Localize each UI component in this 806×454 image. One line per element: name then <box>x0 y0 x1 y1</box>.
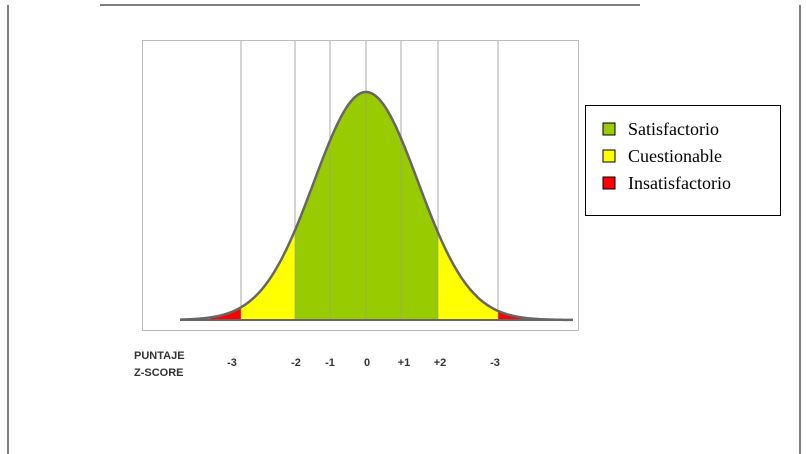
legend-label: Insatisfactorio <box>628 173 731 193</box>
axis-label: Z-SCORE <box>134 367 184 379</box>
tick-label: +2 <box>434 357 447 369</box>
legend-swatch <box>602 122 616 136</box>
tick-label: 0 <box>364 357 370 369</box>
tick-label: -2 <box>291 357 301 369</box>
region <box>438 232 498 320</box>
legend-box <box>585 105 781 216</box>
legend-swatch <box>602 149 616 163</box>
regions <box>210 92 535 320</box>
legend-label: Satisfactorio <box>628 119 719 139</box>
bell-curve <box>179 90 574 322</box>
axis-label: PUNTAJE <box>134 350 185 362</box>
tick-label: -3 <box>227 357 237 369</box>
tick-label: +1 <box>398 357 411 369</box>
tick-label: -1 <box>325 357 335 369</box>
region <box>498 310 535 320</box>
tick-label: -3 <box>490 357 500 369</box>
legend-label: Cuestionable <box>628 146 722 166</box>
legend-swatch <box>602 176 616 190</box>
